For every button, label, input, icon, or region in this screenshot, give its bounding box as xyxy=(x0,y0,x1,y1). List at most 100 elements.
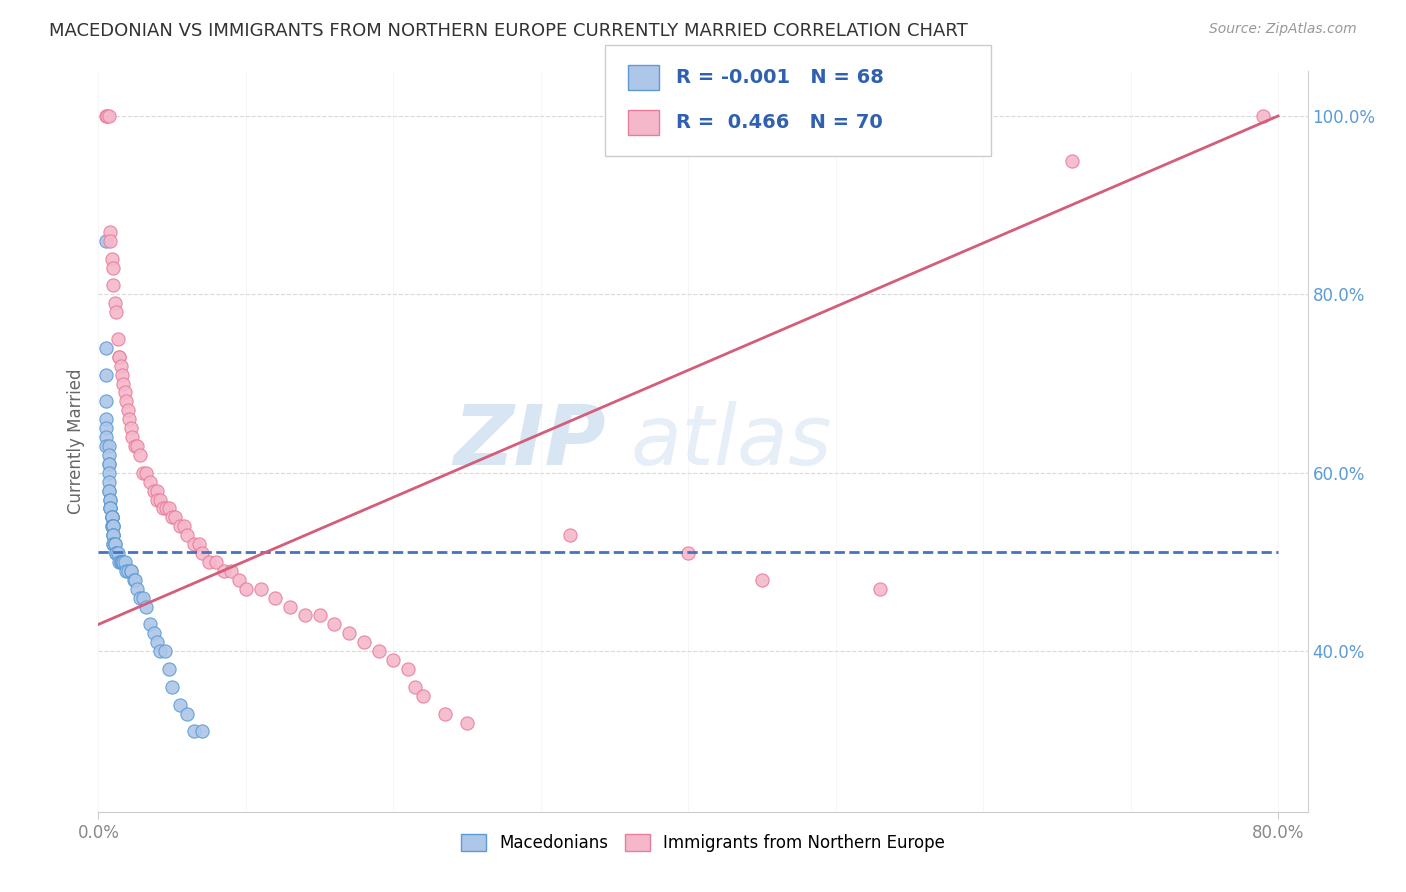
Point xyxy=(101,537,124,551)
Point xyxy=(100,519,122,533)
Point xyxy=(155,501,177,516)
Point xyxy=(94,421,117,435)
Point xyxy=(115,394,138,409)
Point xyxy=(125,582,148,596)
Point xyxy=(100,510,122,524)
Point xyxy=(337,626,360,640)
Point xyxy=(104,296,127,310)
Point xyxy=(149,492,172,507)
Point xyxy=(219,564,242,578)
Point xyxy=(173,519,195,533)
Point xyxy=(97,109,120,123)
Point xyxy=(187,537,209,551)
Point xyxy=(98,234,121,248)
Point xyxy=(101,528,124,542)
Point xyxy=(112,376,135,391)
Point xyxy=(131,466,153,480)
Point xyxy=(149,644,172,658)
Point xyxy=(100,510,122,524)
Point xyxy=(1060,153,1083,168)
Point xyxy=(120,421,142,435)
Point xyxy=(94,439,117,453)
Point xyxy=(278,599,301,614)
Point xyxy=(678,546,700,560)
Point xyxy=(105,546,128,560)
Point xyxy=(97,457,120,471)
Point xyxy=(169,698,191,712)
Point xyxy=(118,412,141,426)
Point xyxy=(97,483,120,498)
Point xyxy=(97,448,120,462)
Point xyxy=(165,510,187,524)
Point xyxy=(308,608,330,623)
Point xyxy=(100,510,122,524)
Point xyxy=(101,260,124,275)
Point xyxy=(190,724,212,739)
Point xyxy=(128,448,150,462)
Point xyxy=(1253,109,1275,123)
Point xyxy=(120,564,142,578)
Point xyxy=(108,350,131,364)
Point xyxy=(97,466,120,480)
Point xyxy=(212,564,235,578)
Point xyxy=(104,537,127,551)
Point xyxy=(135,599,157,614)
Point xyxy=(183,537,205,551)
Text: MACEDONIAN VS IMMIGRANTS FROM NORTHERN EUROPE CURRENTLY MARRIED CORRELATION CHAR: MACEDONIAN VS IMMIGRANTS FROM NORTHERN E… xyxy=(49,22,967,40)
Point xyxy=(101,519,124,533)
Point xyxy=(110,555,132,569)
Point xyxy=(146,492,169,507)
Text: ZIP: ZIP xyxy=(454,401,606,482)
Point xyxy=(98,501,121,516)
Point xyxy=(101,528,124,542)
Point xyxy=(135,466,157,480)
Y-axis label: Currently Married: Currently Married xyxy=(66,368,84,515)
Point xyxy=(146,483,169,498)
Point xyxy=(404,680,426,694)
Point xyxy=(160,510,183,524)
Point xyxy=(120,564,142,578)
Point xyxy=(152,501,174,516)
Point xyxy=(176,528,198,542)
Point xyxy=(433,706,456,721)
Point xyxy=(105,546,128,560)
Point xyxy=(128,591,150,605)
Point xyxy=(110,555,132,569)
Point xyxy=(146,635,169,649)
Point xyxy=(108,350,131,364)
Point xyxy=(97,457,120,471)
Point xyxy=(100,252,122,266)
Text: atlas: atlas xyxy=(630,401,832,482)
Point xyxy=(249,582,271,596)
Point xyxy=(98,492,121,507)
Point xyxy=(228,573,250,587)
Point xyxy=(98,501,121,516)
Point xyxy=(176,706,198,721)
Point xyxy=(108,555,131,569)
Point xyxy=(101,528,124,542)
Point xyxy=(94,412,117,426)
Point xyxy=(107,332,129,346)
Point xyxy=(121,430,143,444)
Point xyxy=(105,305,128,319)
Point xyxy=(456,715,478,730)
Point xyxy=(382,653,405,667)
Point xyxy=(101,519,124,533)
Point xyxy=(131,591,153,605)
Point xyxy=(869,582,891,596)
Point xyxy=(117,403,139,417)
Point xyxy=(94,430,117,444)
Point xyxy=(97,483,120,498)
Point xyxy=(560,528,582,542)
Point xyxy=(143,626,166,640)
Point xyxy=(98,492,121,507)
Point xyxy=(114,555,136,569)
Point xyxy=(114,385,136,400)
Point xyxy=(94,341,117,355)
Point xyxy=(110,359,132,373)
Point xyxy=(101,278,124,293)
Point xyxy=(198,555,221,569)
Legend: Macedonians, Immigrants from Northern Europe: Macedonians, Immigrants from Northern Eu… xyxy=(454,828,952,859)
Point xyxy=(98,225,121,239)
Point xyxy=(169,519,191,533)
